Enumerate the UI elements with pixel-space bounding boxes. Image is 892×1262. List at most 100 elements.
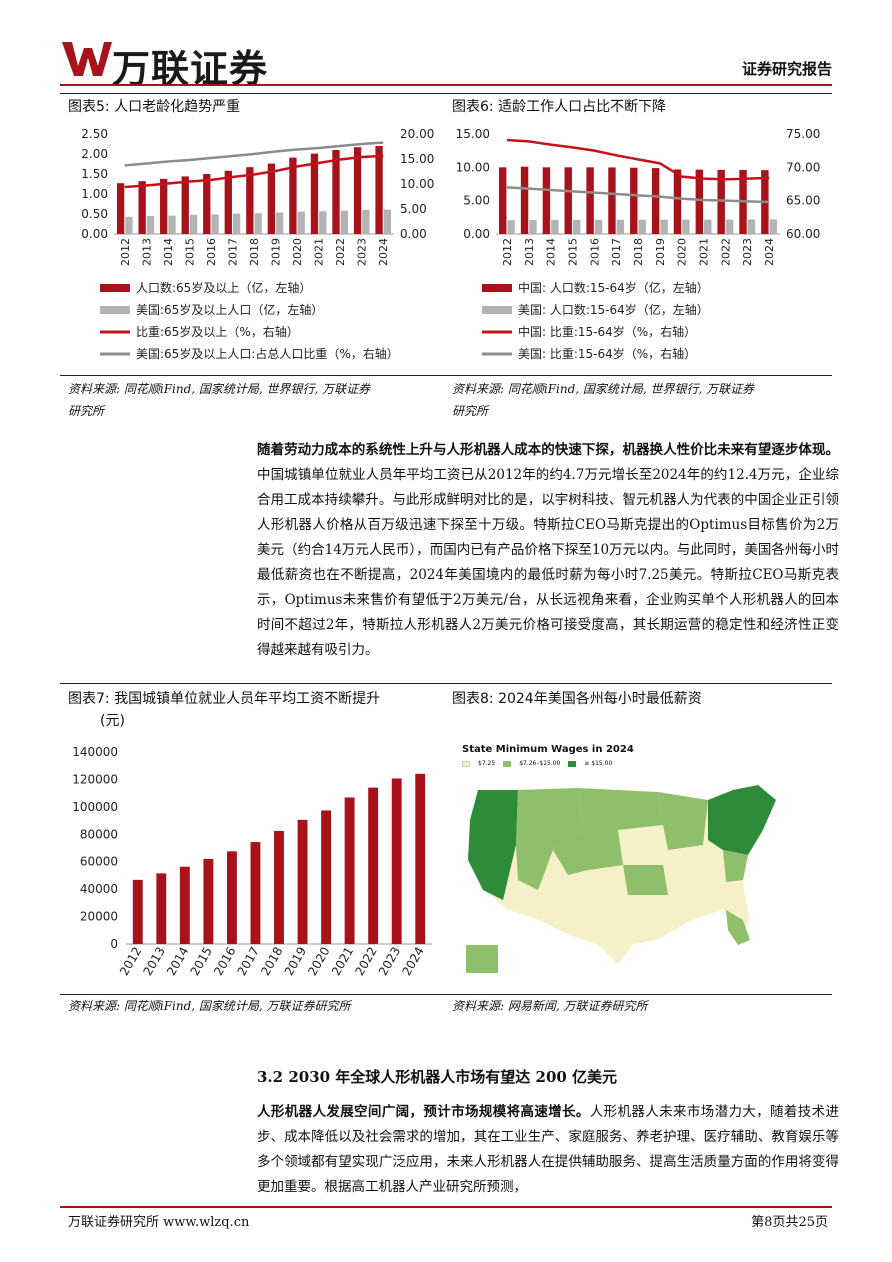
map-title: State Minimum Wages in 2024 [462,744,634,755]
bar-primary [375,146,383,234]
x-tick-label: 2018 [248,238,261,266]
x-tick-label: 2023 [356,238,369,266]
bar-secondary [232,213,241,234]
legend-label: 美国:65岁及以上人口（亿，左轴） [136,302,323,317]
x-tick-label: 2017 [610,238,623,266]
x-tick-label: 2015 [183,238,196,266]
bar-primary [289,157,297,234]
series-line-secondary [124,141,384,167]
us-minimum-wage-map: State Minimum Wages in 2024 $7.25 $7.26–… [458,740,788,980]
figure-rule-bottom [60,375,832,376]
x-tick-label: 2012 [117,945,144,978]
x-tick-label: 2012 [501,238,514,266]
bar-secondary [616,219,625,234]
bar-secondary [529,220,537,234]
x-tick-label: 2024 [763,238,776,266]
y-tick-label: 120000 [72,772,118,786]
x-tick-label: 2023 [376,945,403,978]
y-tick-label: 40000 [80,882,118,896]
y-tick-label: 60000 [80,855,118,869]
y-tick-label: 140000 [72,745,118,759]
bar-secondary [319,211,327,234]
fig6-source-line2: 研究所 [452,404,489,418]
legend-swatch-mid [503,760,512,767]
y-tick-label: 80000 [80,827,118,841]
bar-secondary [594,219,603,234]
bar-primary [564,167,572,234]
bar-secondary [747,219,756,234]
bar-secondary [682,219,690,234]
bar-primary [224,170,232,234]
x-tick-label: 2023 [741,238,754,266]
x-tick-label: 2014 [164,945,191,978]
bar-primary [246,167,254,234]
x-tick-label: 2016 [588,238,601,266]
paragraph-2-lead: 人形机器人发展空间广阔，预计市场规模将高速增长。 [257,1104,590,1120]
fig5-source-line2: 研究所 [68,404,105,418]
wage-bar [203,858,214,944]
paragraph-1-lead: 随着劳动力成本的系统性上升与人形机器人成本的快速下探，机器换人性价比未来有望逐步… [257,442,839,458]
bar-primary [542,167,551,234]
fig5-source: 资料来源: 同花顺iFind, 国家统计局, 世界银行, 万联证券 研究所 [68,378,438,422]
x-tick-label: 2020 [676,238,689,266]
left-tick-label: 0.00 [81,227,108,241]
legend-label: 中国: 人口数:15-64岁（亿，左轴） [518,280,709,295]
series-line-secondary [506,186,770,204]
x-tick-label: 2021 [698,238,711,266]
bar-primary [203,174,211,234]
legend-swatch [482,306,512,314]
series-line-primary [506,138,770,181]
legend-label: 美国:65岁及以上人口:占总人口比重（%，右轴） [136,346,399,361]
bar-primary [160,178,168,234]
wage-bar [415,773,426,944]
body-paragraph-2: 人形机器人发展空间广阔，预计市场规模将高速增长。人形机器人未来市场潜力大，随着技… [257,1100,839,1200]
x-tick-label: 2015 [566,238,579,266]
right-tick-label: 75.00 [786,127,820,141]
bar-primary [630,167,638,234]
wage-bar [250,842,261,944]
left-tick-label: 1.00 [81,187,108,201]
y-tick-label: 100000 [72,800,118,814]
bar-secondary [551,219,559,234]
x-tick-label: 2017 [235,945,262,978]
wage-bar [321,810,332,944]
legend-swatch [100,306,130,314]
bar-secondary [638,219,646,234]
left-tick-label: 0.50 [81,207,108,221]
right-tick-label: 65.00 [786,194,820,208]
wage-bar [156,873,167,944]
x-tick-label: 2013 [141,945,168,978]
header-rule [60,84,832,86]
bar-primary [116,183,125,234]
legend-label-low: $7.25 [478,760,496,767]
x-tick-label: 2024 [399,945,426,978]
left-tick-label: 15.00 [456,127,490,141]
bar-secondary [769,219,778,234]
legend-swatch-low [462,760,470,767]
x-tick-label: 2015 [188,945,215,978]
report-type-label: 证券研究报告 [741,60,832,78]
bar-primary [332,150,340,234]
us-map-shape [466,784,777,973]
bar-primary [181,176,189,234]
bar-primary [520,166,529,234]
bar-secondary [276,212,284,234]
legend-label: 中国: 比重:15-64岁（%，右轴） [518,324,696,339]
x-tick-label: 2022 [719,238,732,266]
fig5-chart: 0.00 0.50 1.00 1.50 2.00 2.50 0.00 5.00 10.00 15.… [81,127,434,361]
x-tick-label: 2017 [226,238,239,266]
right-tick-label: 15.00 [400,152,434,166]
x-tick-label: 2020 [305,945,332,978]
bar-primary [673,169,682,234]
bar-secondary [660,219,668,234]
fig6-source: 资料来源: 同花顺iFind, 国家统计局, 世界银行, 万联证券 研究所 [452,378,828,422]
x-tick-label: 2012 [119,238,132,266]
wage-bar [179,866,190,944]
bar-secondary [146,216,155,234]
fig5-title: 图表5: 人口老龄化趋势严重 [68,99,241,115]
bar-secondary [383,209,392,234]
x-tick-label: 2018 [258,945,285,978]
fig5-source-line1: 资料来源: 同花顺iFind, 国家统计局, 世界银行, 万联证券 [68,382,371,396]
legend-label-mid: $7.26–$15.00 [519,760,561,767]
right-tick-label: 70.00 [786,160,820,174]
